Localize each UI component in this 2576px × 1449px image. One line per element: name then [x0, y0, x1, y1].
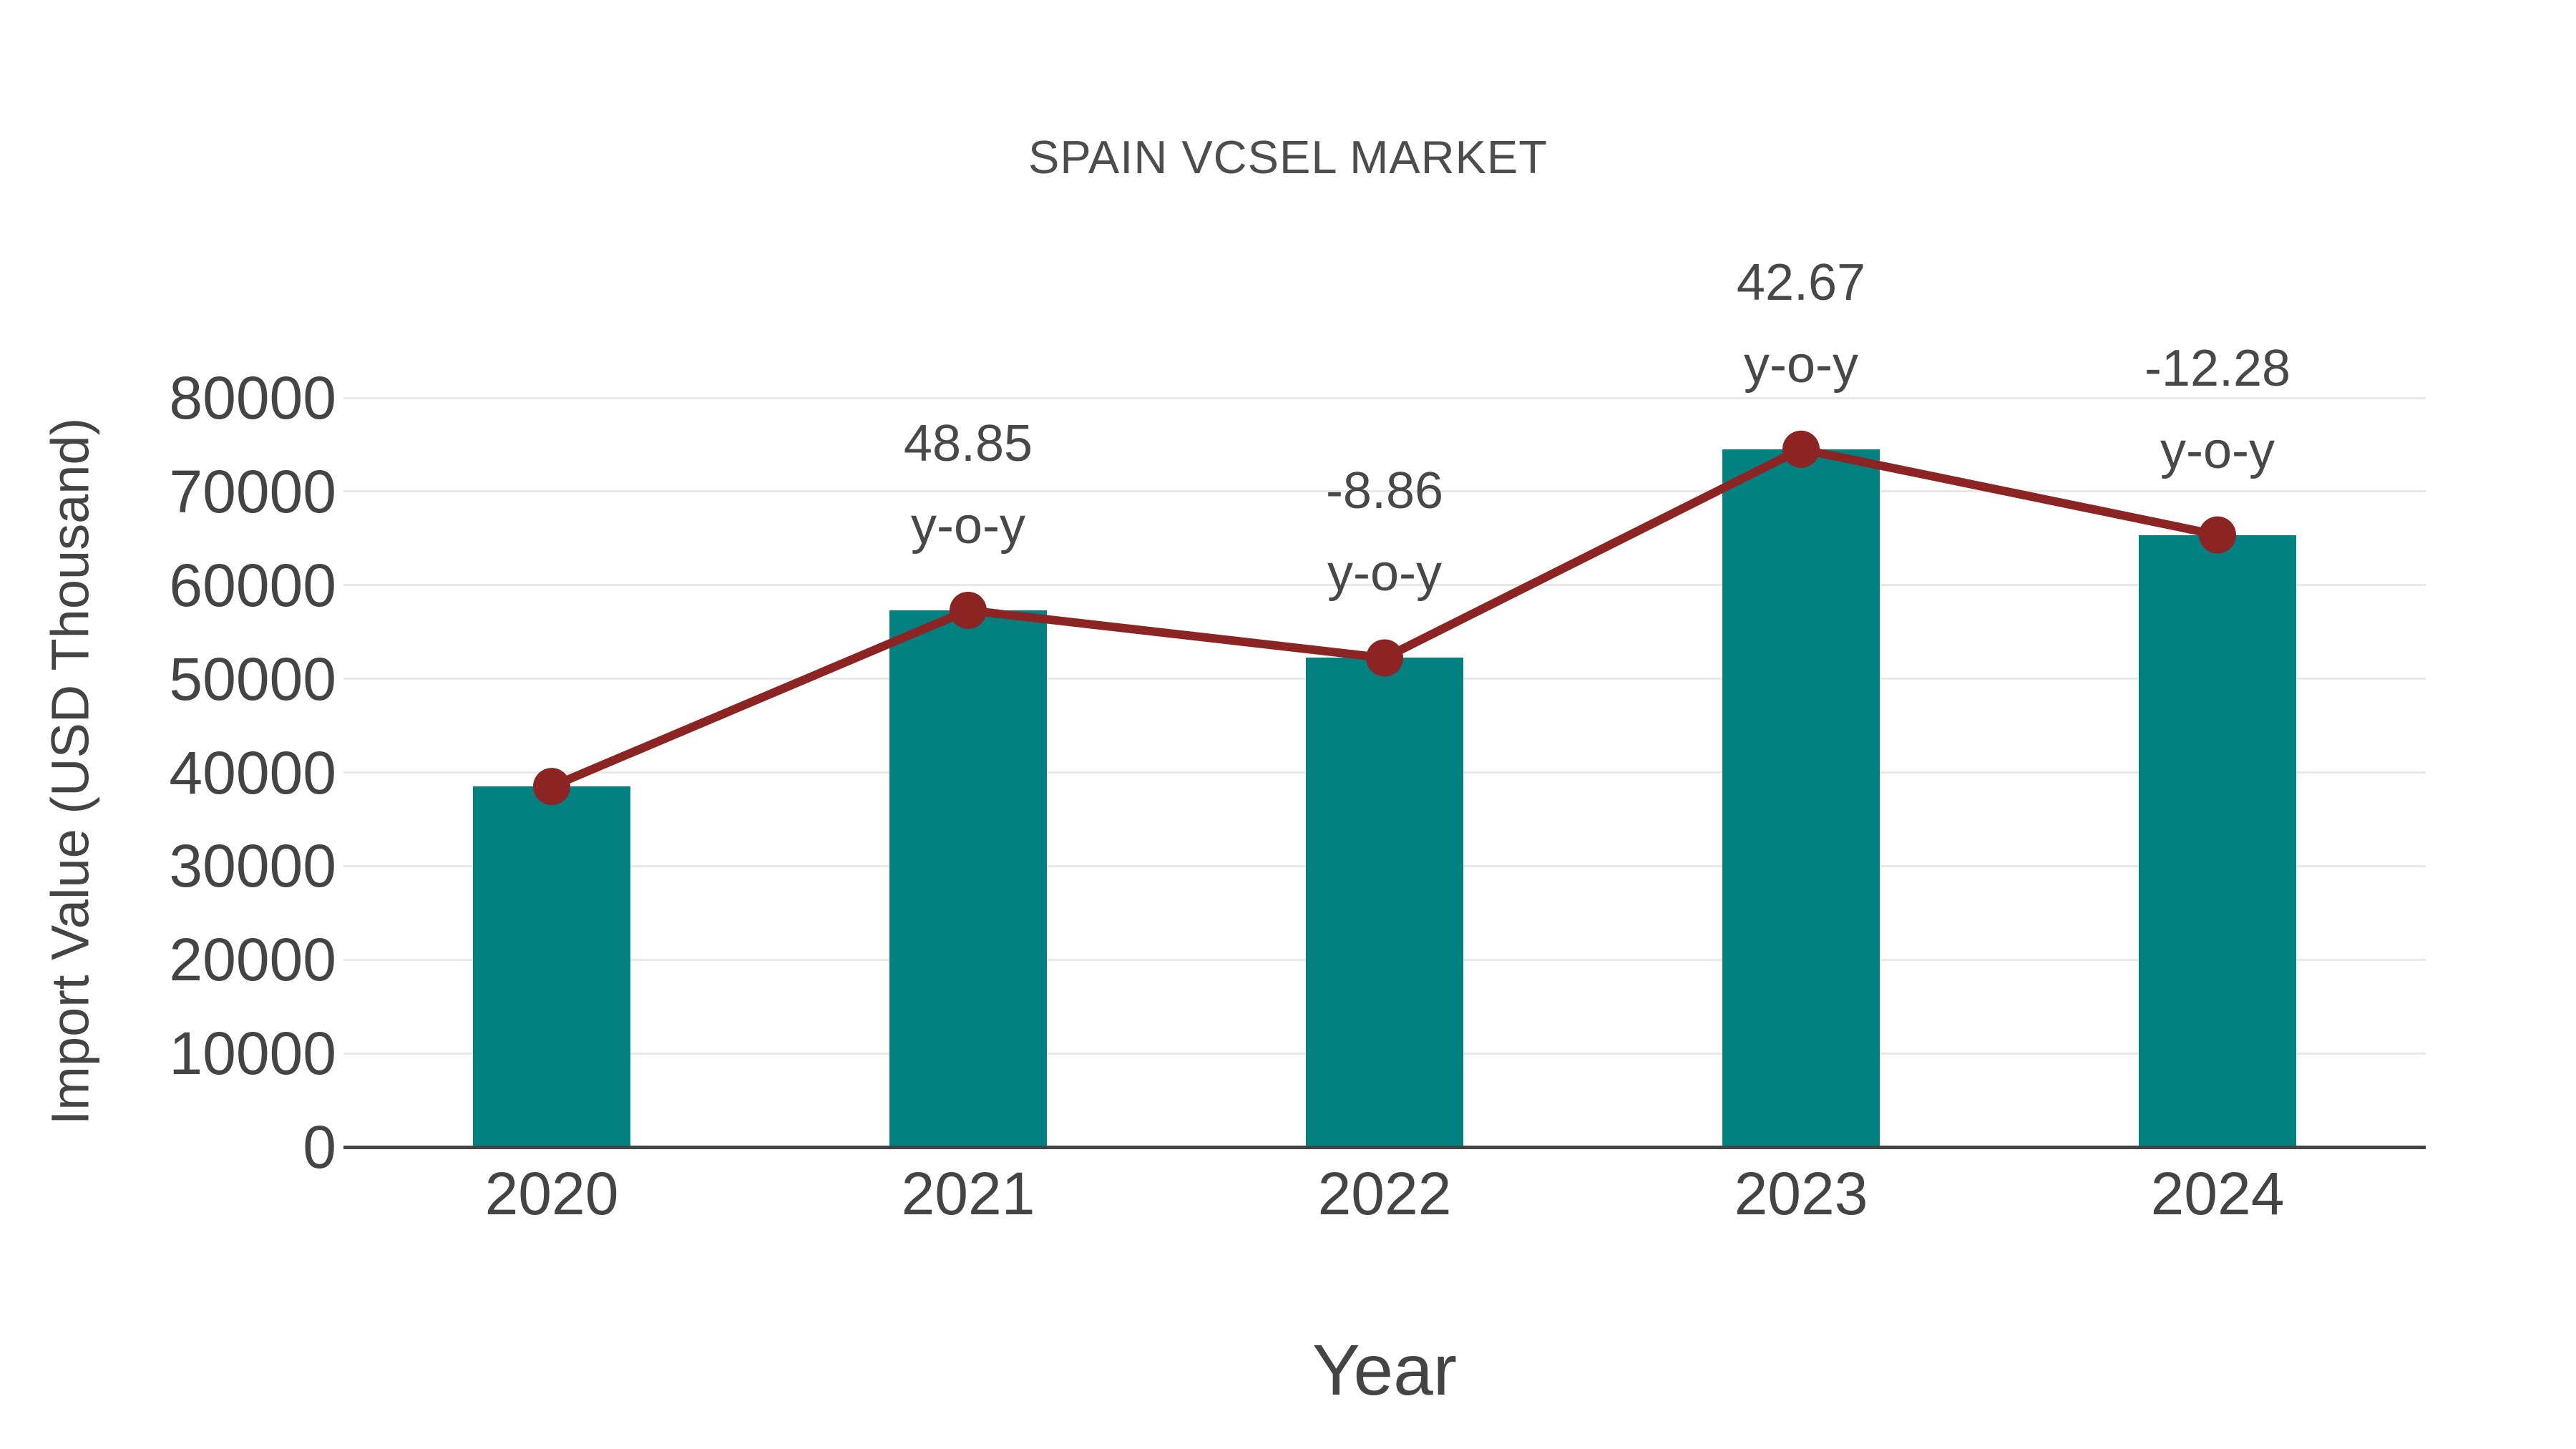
y-tick-label: 80000: [169, 364, 336, 431]
x-tick-label: 2023: [1734, 1160, 1868, 1227]
trend-marker: [1366, 639, 1403, 677]
gridline: [343, 584, 2426, 587]
bar: [889, 610, 1047, 1147]
x-axis-title: Year: [1312, 1330, 1458, 1410]
chart-title: SPAIN VCSEL MARKET: [1028, 131, 1548, 183]
y-tick-label: 0: [303, 1113, 336, 1181]
yoy-suffix-label: y-o-y: [1327, 545, 1442, 602]
trend-marker: [533, 768, 570, 806]
bar: [1722, 449, 1880, 1147]
y-tick-label: 20000: [169, 926, 336, 994]
bar: [473, 786, 630, 1147]
yoy-suffix-label: y-o-y: [2160, 421, 2275, 479]
x-tick-label: 2021: [901, 1160, 1035, 1227]
y-tick-label: 40000: [169, 738, 336, 806]
yoy-value-label: -8.86: [1325, 462, 1444, 520]
yoy-value-label: 48.85: [903, 414, 1033, 472]
y-tick-label: 60000: [169, 551, 336, 619]
x-tick-label: 2022: [1317, 1160, 1452, 1227]
y-tick-label: 50000: [169, 645, 336, 713]
yoy-suffix-label: y-o-y: [1744, 336, 1858, 394]
yoy-value-label: 42.67: [1736, 253, 1866, 311]
yoy-value-label: -12.28: [2144, 339, 2291, 397]
bar: [2139, 535, 2296, 1147]
trend-marker: [1782, 430, 1820, 468]
trend-marker: [950, 591, 987, 629]
x-tick-label: 2024: [2150, 1160, 2285, 1227]
yoy-suffix-label: y-o-y: [911, 497, 1025, 555]
y-tick-label: 10000: [169, 1020, 336, 1088]
x-tick-label: 2020: [484, 1160, 619, 1227]
gridline: [343, 490, 2426, 493]
gridline: [343, 396, 2426, 399]
bar: [1306, 658, 1463, 1147]
y-tick-label: 30000: [169, 832, 336, 900]
y-tick-label: 70000: [169, 457, 336, 525]
x-axis-line: [343, 1146, 2426, 1149]
trend-marker: [2199, 516, 2236, 554]
